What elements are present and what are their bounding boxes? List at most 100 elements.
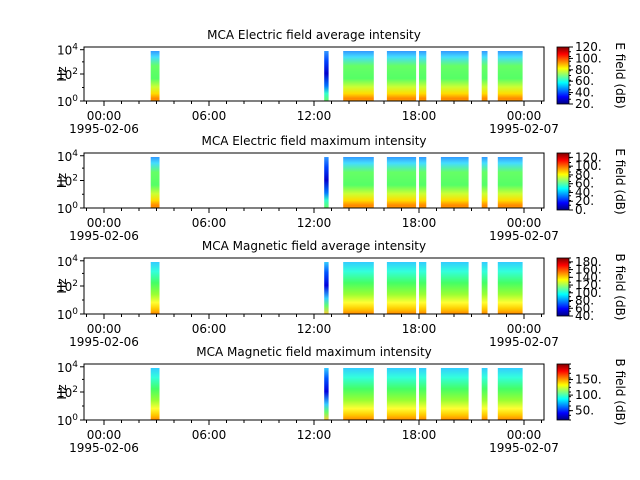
colorbar-tick-label: 100. [575,286,602,300]
colorbar-tick-label: 160. [575,263,602,277]
x-tick-label: 00:00 [507,322,542,336]
y-tick-label: 100 [57,307,78,322]
x-tick-label: 06:00 [192,322,227,336]
panel-title: MCA Electric field maximum intensity [201,134,426,148]
colorbar-tick-label: 40. [575,309,594,323]
data-segment [324,51,329,101]
colorbar-tick-label: 60. [575,301,594,315]
y-axis-label: Hz [55,278,69,293]
colorbar-label: E field (dB) [613,148,627,214]
x-tick-label: 18:00 [402,216,437,230]
panel-title: MCA Electric field average intensity [207,28,421,42]
colorbar-tick-label: 20. [575,194,594,208]
colorbar-tick-label: 20. [575,97,594,111]
colorbar [556,46,570,105]
x-tick-label: 00:00 [507,109,542,123]
data-segment [497,51,523,101]
x-tick-label: 06:00 [192,428,227,442]
y-tick-label: 100 [57,413,78,428]
panel-title: MCA Magnetic field average intensity [202,239,426,253]
y-tick-label: 102 [57,385,78,400]
colorbar-label: B field (dB) [613,254,627,321]
data-segment [481,157,488,208]
colorbar-tick-label: 0. [575,203,586,217]
x-tick-label: 12:00 [297,216,332,230]
x-tick-label: 12:00 [297,322,332,336]
data-segment [481,368,488,420]
x-date-label: 1995-02-06 [69,335,139,349]
x-date-label: 1995-02-07 [489,441,559,455]
y-tick-label: 100 [57,201,78,216]
data-segment [150,368,160,420]
data-segment [324,157,329,208]
data-segment [481,262,488,314]
data-segment [324,262,329,314]
data-segment [419,51,427,101]
colorbar-tick-label: 100. [575,159,602,173]
x-tick-label: 12:00 [297,428,332,442]
colorbar-tick-label: 120. [575,40,602,54]
x-tick-label: 06:00 [192,109,227,123]
x-tick-label: 06:00 [192,216,227,230]
data-segment [150,157,160,208]
data-segment [386,262,417,314]
colorbar-tick-label: 120. [575,150,602,164]
colorbar-label: B field (dB) [613,359,627,426]
y-tick-label: 102 [57,279,78,294]
y-tick-label: 104 [57,254,78,269]
panel-2: MCA Electric field maximum intensity 100 1… [55,134,627,243]
x-date-label: 1995-02-07 [489,122,559,136]
data-segment [440,368,469,420]
data-segment [386,51,417,101]
data-segment [386,368,417,420]
colorbar-tick-label: 120. [575,278,602,292]
y-tick-label: 102 [57,67,78,82]
panel-3: MCA Magnetic field average intensity 100 1… [55,239,627,349]
data-segment [419,157,427,208]
data-segment [497,157,523,208]
y-axis-label: Hz [55,173,69,188]
colorbar [556,257,570,317]
x-date-label: 1995-02-07 [489,229,559,243]
x-tick-label: 18:00 [402,428,437,442]
data-segment [150,262,160,314]
colorbar-tick-label: 140. [575,270,602,284]
x-tick-label: 18:00 [402,109,437,123]
data-segment [497,262,523,314]
x-date-label: 1995-02-06 [69,441,139,455]
x-tick-label: 18:00 [402,322,437,336]
data-segment [343,368,374,420]
x-tick-label: 00:00 [87,109,122,123]
colorbar-tick-label: 150. [575,373,602,387]
colorbar-tick-label: 100. [575,51,602,65]
data-segment [150,51,160,101]
data-segment [440,51,469,101]
colorbar-tick-label: 180. [575,255,602,269]
data-segment [343,262,374,314]
data-segment [497,368,523,420]
y-tick-label: 104 [57,43,78,58]
data-segment [386,157,417,208]
colorbar-tick-label: 80. [575,168,594,182]
data-segment [343,157,374,208]
colorbar-tick-label: 40. [575,185,594,199]
colorbar-tick-label: 40. [575,86,594,100]
y-tick-label: 104 [57,360,78,375]
colorbar-label: E field (dB) [613,42,627,108]
x-date-label: 1995-02-06 [69,122,139,136]
y-axis-label: Hz [55,384,69,399]
colorbar-tick-label: 100. [575,388,602,402]
x-tick-label: 12:00 [297,109,332,123]
data-segment [419,262,427,314]
x-tick-label: 00:00 [507,216,542,230]
x-tick-label: 00:00 [87,322,122,336]
x-tick-label: 00:00 [507,428,542,442]
x-tick-label: 00:00 [87,428,122,442]
colorbar-tick-label: 50. [575,404,594,418]
data-segment [440,262,469,314]
panel-1: MCA Electric field average intensity 100 1… [55,28,627,136]
x-tick-label: 00:00 [87,216,122,230]
y-tick-label: 100 [57,94,78,109]
data-segment [481,51,488,101]
